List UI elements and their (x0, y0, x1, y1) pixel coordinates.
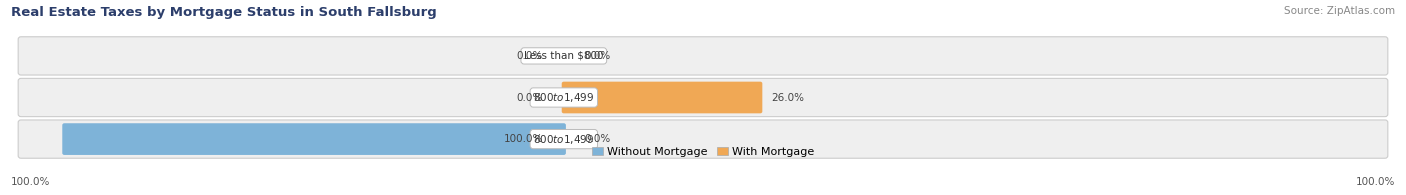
Text: 0.0%: 0.0% (516, 51, 543, 61)
Text: 100.0%: 100.0% (1355, 177, 1395, 187)
Legend: Without Mortgage, With Mortgage: Without Mortgage, With Mortgage (592, 147, 814, 157)
FancyBboxPatch shape (62, 123, 565, 155)
Text: $800 to $1,499: $800 to $1,499 (533, 133, 595, 146)
Text: 100.0%: 100.0% (503, 134, 543, 144)
Text: Source: ZipAtlas.com: Source: ZipAtlas.com (1284, 6, 1395, 16)
FancyBboxPatch shape (18, 78, 1388, 117)
FancyBboxPatch shape (18, 37, 1388, 75)
FancyBboxPatch shape (18, 120, 1388, 158)
Text: 26.0%: 26.0% (772, 92, 804, 103)
Text: 0.0%: 0.0% (585, 134, 612, 144)
FancyBboxPatch shape (562, 82, 762, 113)
Text: 0.0%: 0.0% (585, 51, 612, 61)
Text: $800 to $1,499: $800 to $1,499 (533, 91, 595, 104)
Text: Real Estate Taxes by Mortgage Status in South Fallsburg: Real Estate Taxes by Mortgage Status in … (11, 6, 437, 19)
Text: Less than $800: Less than $800 (524, 51, 603, 61)
Text: 0.0%: 0.0% (516, 92, 543, 103)
Text: 100.0%: 100.0% (11, 177, 51, 187)
